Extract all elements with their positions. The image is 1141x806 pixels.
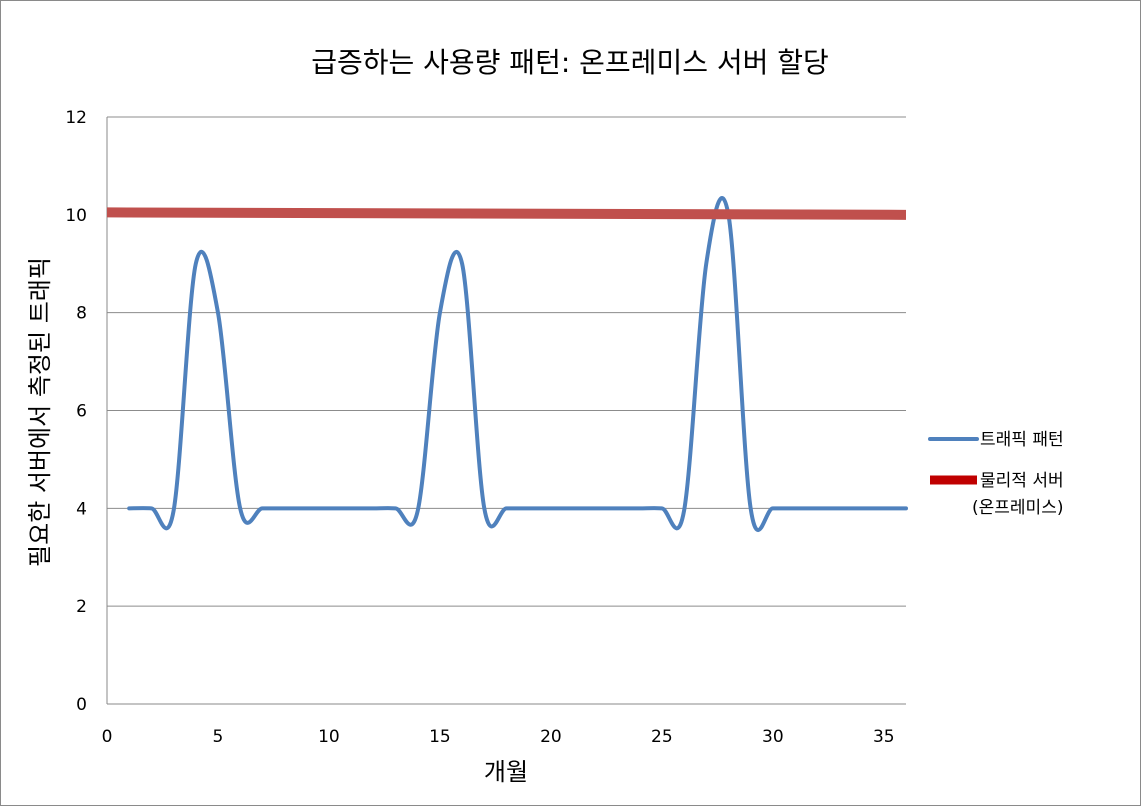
legend-label-server: 물리적 서버 (온프레미스) — [972, 471, 1064, 518]
gridlines — [107, 116, 906, 607]
legend: 트래픽 패턴 물리적 서버 (온프레미스) — [928, 430, 1064, 518]
x-tick-label: 35 — [873, 727, 895, 747]
y-tick-label: 6 — [76, 402, 87, 422]
x-axis-label: 개월 — [484, 758, 528, 786]
x-tick-label: 20 — [540, 727, 562, 747]
y-tick-label: 2 — [76, 597, 87, 617]
y-tick-label: 12 — [65, 108, 87, 128]
series-line-server — [106, 207, 907, 220]
y-tick-label: 0 — [76, 695, 87, 715]
x-tick-label: 25 — [651, 727, 673, 747]
x-tick-label: 5 — [213, 727, 224, 747]
series-line-traffic — [127, 196, 908, 532]
x-tick-label: 10 — [318, 727, 340, 747]
y-tick-label: 8 — [76, 304, 87, 324]
y-tick-label: 10 — [65, 206, 87, 226]
x-tick-label: 0 — [102, 727, 113, 747]
y-tick-label: 4 — [76, 499, 87, 519]
legend-label-traffic: 트래픽 패턴 — [980, 430, 1064, 450]
series-lines — [106, 196, 908, 532]
x-tick-label: 30 — [762, 727, 784, 747]
tick-labels: 0 2 4 6 8 10 12 0 5 10 15 20 25 30 35 — [65, 108, 894, 747]
y-axis-label: 필요한 서버에서 측정된 트래픽 — [26, 257, 54, 567]
chart-title: 급증하는 사용량 패턴: 온프레미스 서버 할당 — [311, 46, 829, 79]
x-tick-label: 15 — [429, 727, 451, 747]
